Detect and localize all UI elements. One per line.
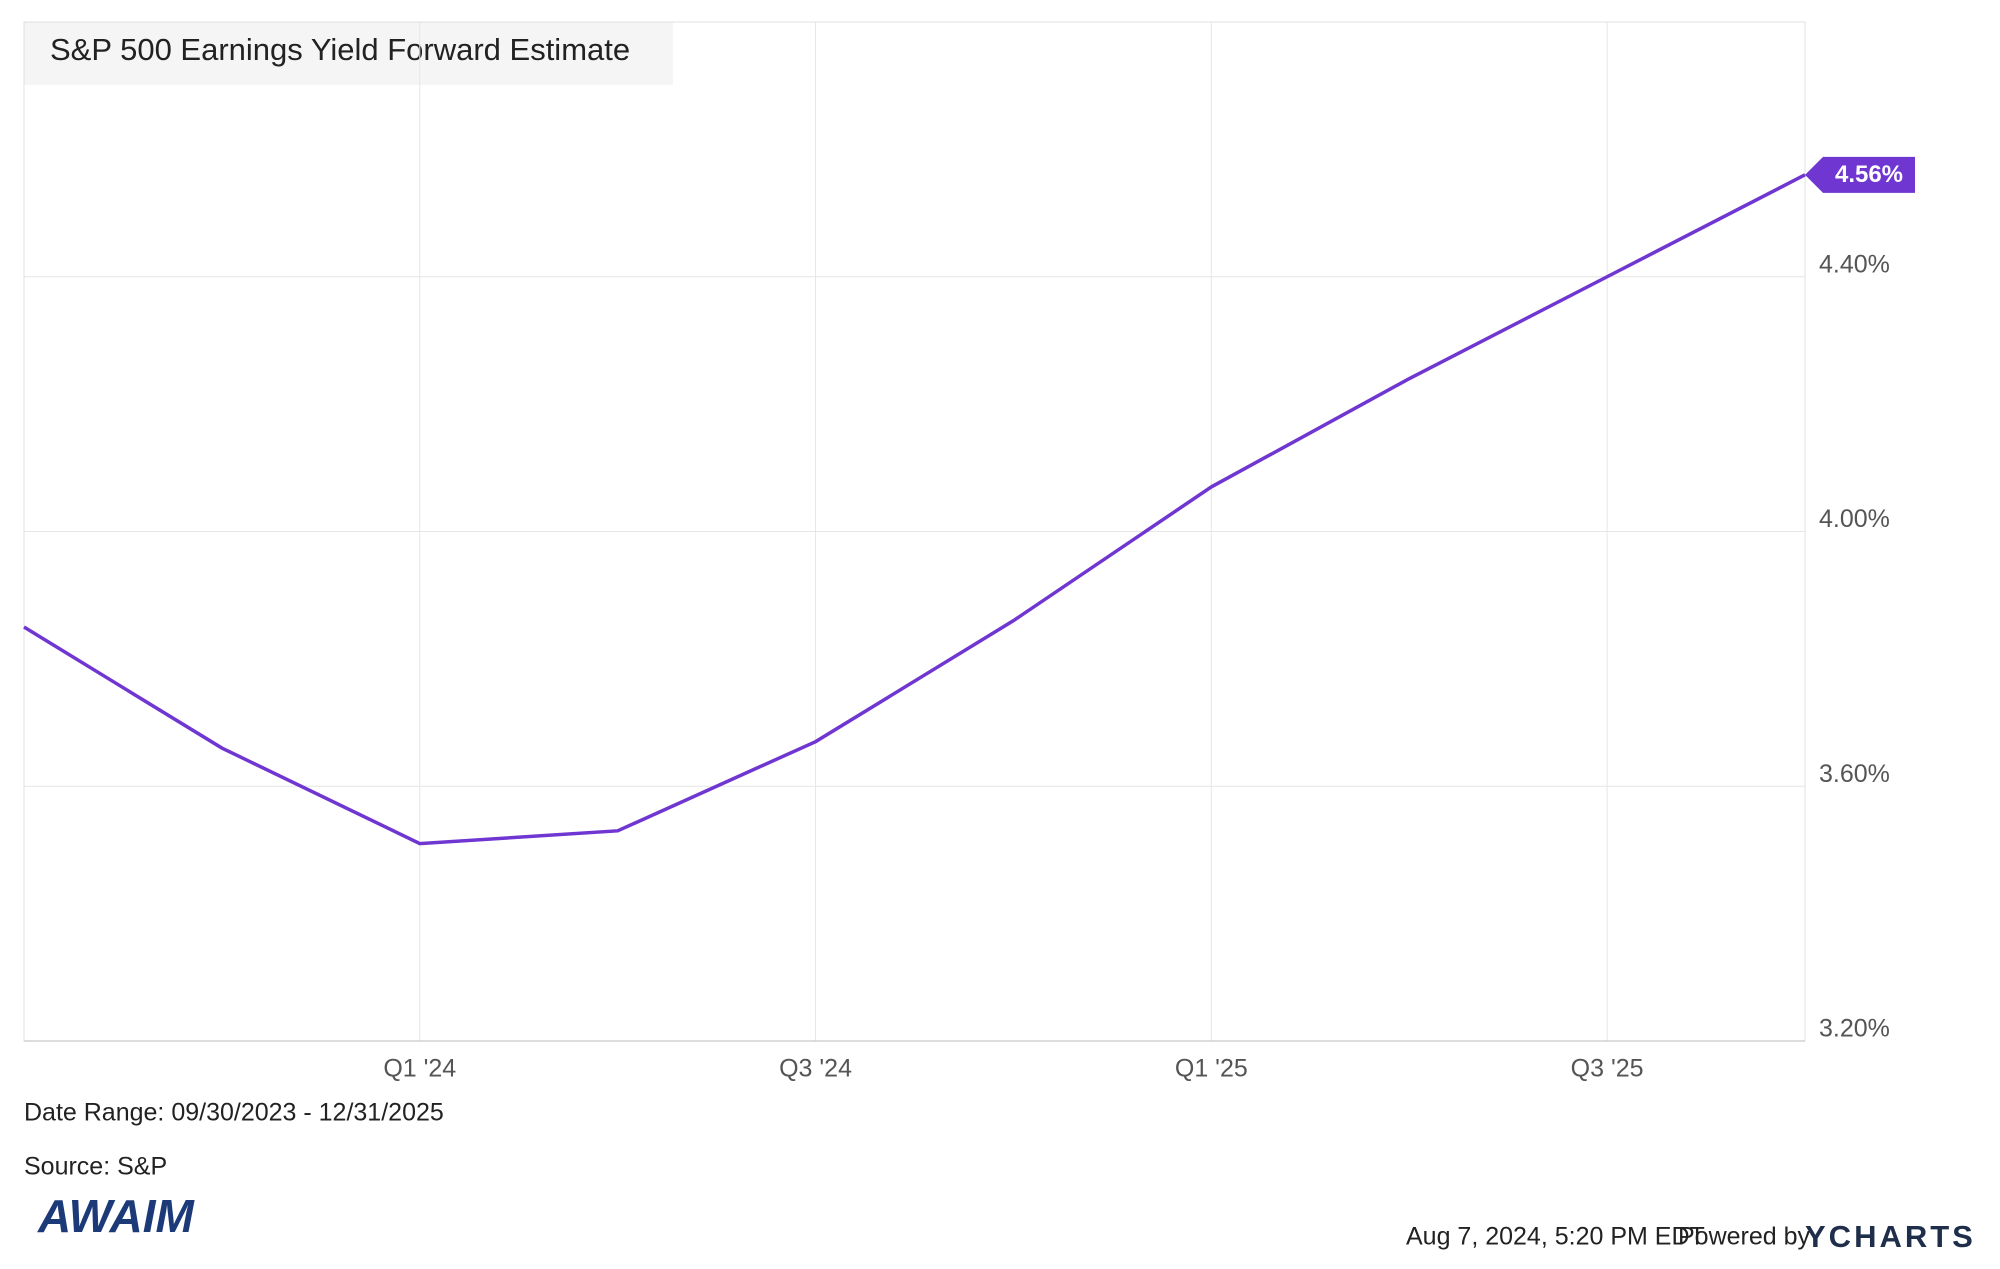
date-range: Date Range: 09/30/2023 - 12/31/2025 bbox=[24, 1099, 444, 1127]
x-tick-label: Q3 '24 bbox=[779, 1055, 852, 1083]
title-box bbox=[24, 22, 673, 85]
brand: YCHARTS bbox=[1805, 1219, 1976, 1254]
line-series bbox=[23, 173, 1806, 846]
powered-by: Powered by bbox=[1678, 1223, 1811, 1251]
source: Source: S&P bbox=[24, 1153, 167, 1181]
y-tick-label: 4.40% bbox=[1819, 250, 1890, 278]
x-tick-label: Q1 '24 bbox=[383, 1055, 456, 1083]
value-label: 4.56% bbox=[1835, 161, 1903, 188]
y-tick-label: 3.60% bbox=[1819, 760, 1890, 788]
value-label-box bbox=[1805, 156, 1915, 193]
y-tick-label: 4.00% bbox=[1819, 505, 1890, 533]
chart-title: S&P 500 Earnings Yield Forward Estimate bbox=[50, 32, 630, 67]
x-tick-label: Q3 '25 bbox=[1571, 1055, 1644, 1083]
timestamp: Aug 7, 2024, 5:20 PM EDT bbox=[1406, 1223, 1705, 1251]
y-tick-label: 3.20% bbox=[1819, 1015, 1890, 1043]
logo: AWAIM bbox=[37, 1190, 196, 1242]
x-tick-label: Q1 '25 bbox=[1175, 1055, 1248, 1083]
